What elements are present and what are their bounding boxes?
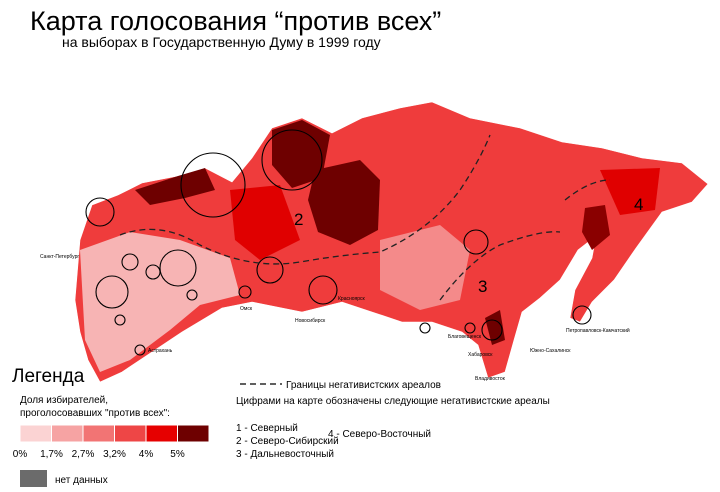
city-label: Петропавловск-Камчатский: [566, 327, 630, 334]
legend-break: 3,2%: [103, 449, 126, 460]
legend-swatch: [82, 424, 115, 443]
area-circles: [85, 129, 592, 356]
title: Карта голосования “против всех”: [30, 6, 441, 36]
legend-swatch: [177, 424, 210, 443]
no-data-label: нет данных: [55, 475, 108, 486]
dark-region: [582, 205, 610, 250]
legend-swatch: [51, 424, 84, 443]
area-item: 1 - Северный: [236, 423, 298, 434]
subtitle: на выборах в Государственную Думу в 1999…: [62, 34, 381, 50]
legend-title: Легенда: [12, 366, 85, 387]
legend: Легенда Доля избирателей, проголосовавши…: [12, 366, 550, 487]
area-item: 3 - Дальневосточный: [236, 449, 334, 460]
dark-region: [600, 168, 660, 215]
dark-region: [272, 120, 330, 188]
city-label: Санкт-Петербург: [40, 254, 79, 260]
legend-break: 5%: [170, 449, 185, 460]
map: 2 3 4 Санкт-Петербург Омск Новосибирск К…: [40, 101, 709, 383]
dark-region: [308, 160, 380, 245]
legend-break: 4%: [139, 449, 154, 460]
legend-swatch: [19, 424, 52, 443]
legend-swatch: [114, 424, 147, 443]
dark-region: [135, 168, 215, 205]
city-label: Омск: [240, 306, 253, 312]
region-number: 2: [294, 210, 303, 229]
region-number: 4: [634, 195, 643, 214]
dark-region: [230, 185, 300, 260]
boundary-label: Границы негативистских ареалов: [286, 380, 441, 391]
legend-swatch: [145, 424, 178, 443]
city-label: Владивосток: [475, 376, 506, 382]
city-label: Красноярск: [338, 296, 366, 302]
city-label: Южно-Сахалинск: [530, 348, 571, 354]
city-label: Астрахань: [148, 348, 173, 354]
region-number: 3: [478, 277, 487, 296]
area-item: 4 - Северо-Восточный: [328, 429, 431, 440]
legend-break: 0%: [13, 449, 28, 460]
legend-caption: Доля избирателей,: [20, 394, 108, 406]
legend-break: 2,7%: [72, 449, 95, 460]
city-label: Благовещенск: [448, 334, 482, 340]
area-boundaries: [119, 134, 611, 301]
area-item: 2 - Северо-Сибирский: [236, 435, 339, 447]
areas-caption: Цифрами на карте обозначены следующие не…: [236, 395, 550, 407]
city-label: Хабаровск: [468, 352, 493, 358]
light-region: [80, 232, 240, 372]
legend-break: 1,7%: [40, 449, 63, 460]
light-region: [380, 225, 470, 310]
no-data-swatch: [20, 470, 47, 487]
city-label: Новосибирск: [295, 318, 326, 324]
legend-caption: проголосовавших "против всех":: [20, 408, 170, 419]
